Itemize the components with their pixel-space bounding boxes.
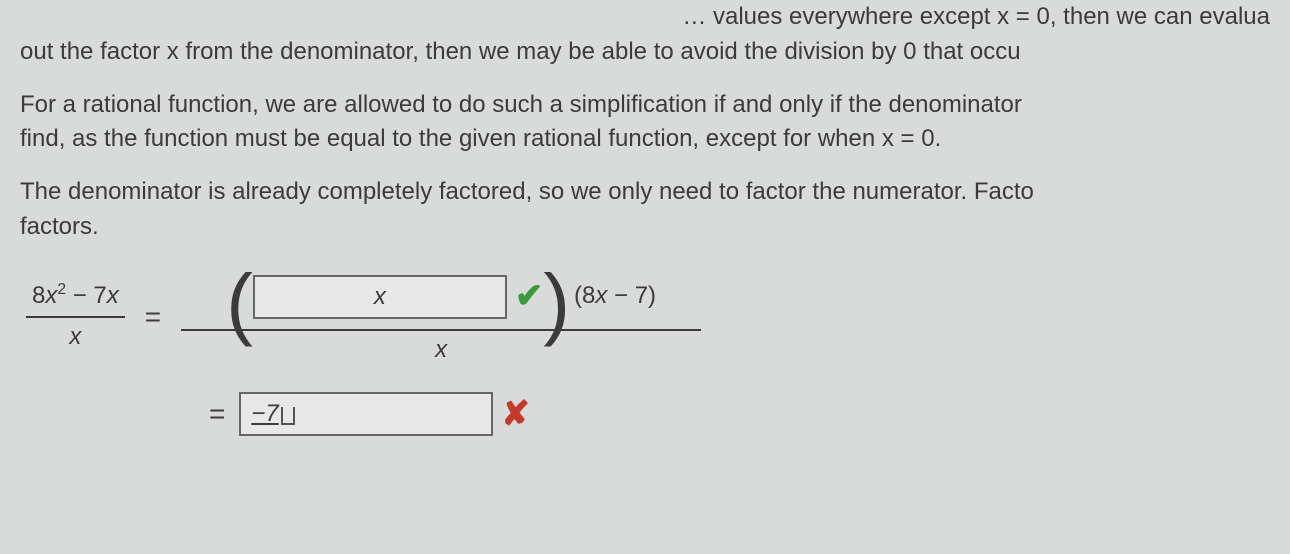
var-x: x: [595, 282, 607, 309]
op-minus: −: [73, 282, 87, 309]
coef: 8: [582, 282, 595, 309]
text-line: … values everywhere except x = 0, then w…: [682, 3, 1270, 30]
lhs-numerator: 8x2 − 7x: [26, 277, 125, 316]
coef: 7: [93, 282, 106, 309]
lhs-denominator: x: [63, 318, 87, 357]
text-line: The denominator is already completely fa…: [20, 178, 1034, 205]
input-value: x: [374, 283, 386, 310]
rhs-fraction: ( x ✔ ) (8x − 7) x: [181, 265, 701, 370]
equation-step-2: = −7 ✘: [195, 390, 1270, 439]
second-factor: (8x − 7): [574, 279, 656, 314]
var-x: x: [107, 282, 119, 309]
fraction-text: −7: [251, 400, 278, 427]
rhs-denominator: x: [429, 331, 453, 370]
text-line: For a rational function, we are allowed …: [20, 91, 1022, 118]
exponent: 2: [57, 281, 66, 298]
page: … values everywhere except x = 0, then w…: [0, 0, 1290, 439]
cross-icon: ✘: [501, 390, 530, 439]
paragraph-2: For a rational function, we are allowed …: [20, 88, 1270, 158]
equation-step-1: 8x2 − 7x x = ( x ✔ ) (8x − 7) x: [20, 265, 1270, 370]
right-paren: ): [543, 273, 570, 333]
const: 7: [635, 282, 648, 309]
op-minus: −: [614, 282, 628, 309]
input-value: −7: [251, 400, 294, 427]
lhs-fraction: 8x2 − 7x x: [26, 277, 125, 357]
paragraph-3: The denominator is already completely fa…: [20, 175, 1270, 245]
coef: 8: [32, 282, 45, 309]
cursor-icon: [281, 407, 295, 425]
text-line: factors.: [20, 213, 99, 240]
factor-input-2[interactable]: −7: [239, 392, 493, 436]
check-icon: ✔: [515, 272, 544, 321]
equals-sign: =: [209, 394, 225, 435]
paragraph-0: … values everywhere except x = 0, then w…: [20, 0, 1270, 35]
factor-input-1[interactable]: x: [253, 275, 507, 319]
rhs-numerator: ( x ✔ ) (8x − 7): [220, 265, 662, 329]
text-line: find, as the function must be equal to t…: [20, 125, 941, 152]
paragraph-1: out the factor x from the denominator, t…: [20, 35, 1270, 70]
var-x: x: [45, 282, 57, 309]
equals-sign: =: [145, 297, 161, 338]
left-paren: (: [226, 273, 253, 333]
text-line: out the factor x from the denominator, t…: [20, 38, 1021, 65]
